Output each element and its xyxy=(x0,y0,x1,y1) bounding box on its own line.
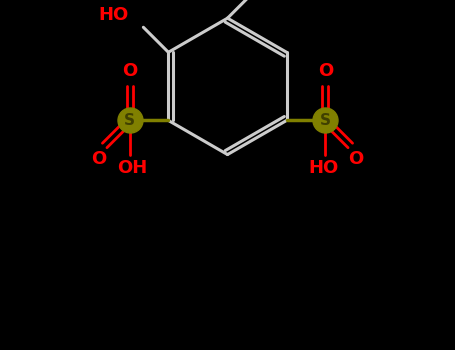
Text: HO: HO xyxy=(99,6,129,24)
Text: S: S xyxy=(320,113,331,128)
Text: OH: OH xyxy=(117,159,147,177)
Text: O: O xyxy=(122,62,137,79)
Text: O: O xyxy=(318,62,333,79)
Text: S: S xyxy=(124,113,135,128)
Text: HO: HO xyxy=(308,159,338,177)
Text: O: O xyxy=(348,150,364,168)
Text: O: O xyxy=(91,150,107,168)
